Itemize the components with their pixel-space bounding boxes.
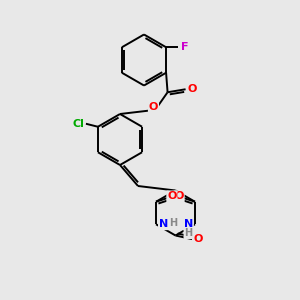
Text: O: O — [174, 191, 184, 201]
Text: O: O — [194, 234, 203, 244]
Text: N: N — [184, 219, 193, 229]
Text: H: H — [184, 228, 192, 238]
Text: H: H — [169, 218, 178, 228]
Text: N: N — [159, 219, 168, 229]
Text: F: F — [181, 42, 189, 52]
Text: O: O — [188, 84, 197, 94]
Text: O: O — [167, 191, 177, 201]
Text: Cl: Cl — [73, 119, 84, 129]
Text: O: O — [149, 102, 158, 112]
